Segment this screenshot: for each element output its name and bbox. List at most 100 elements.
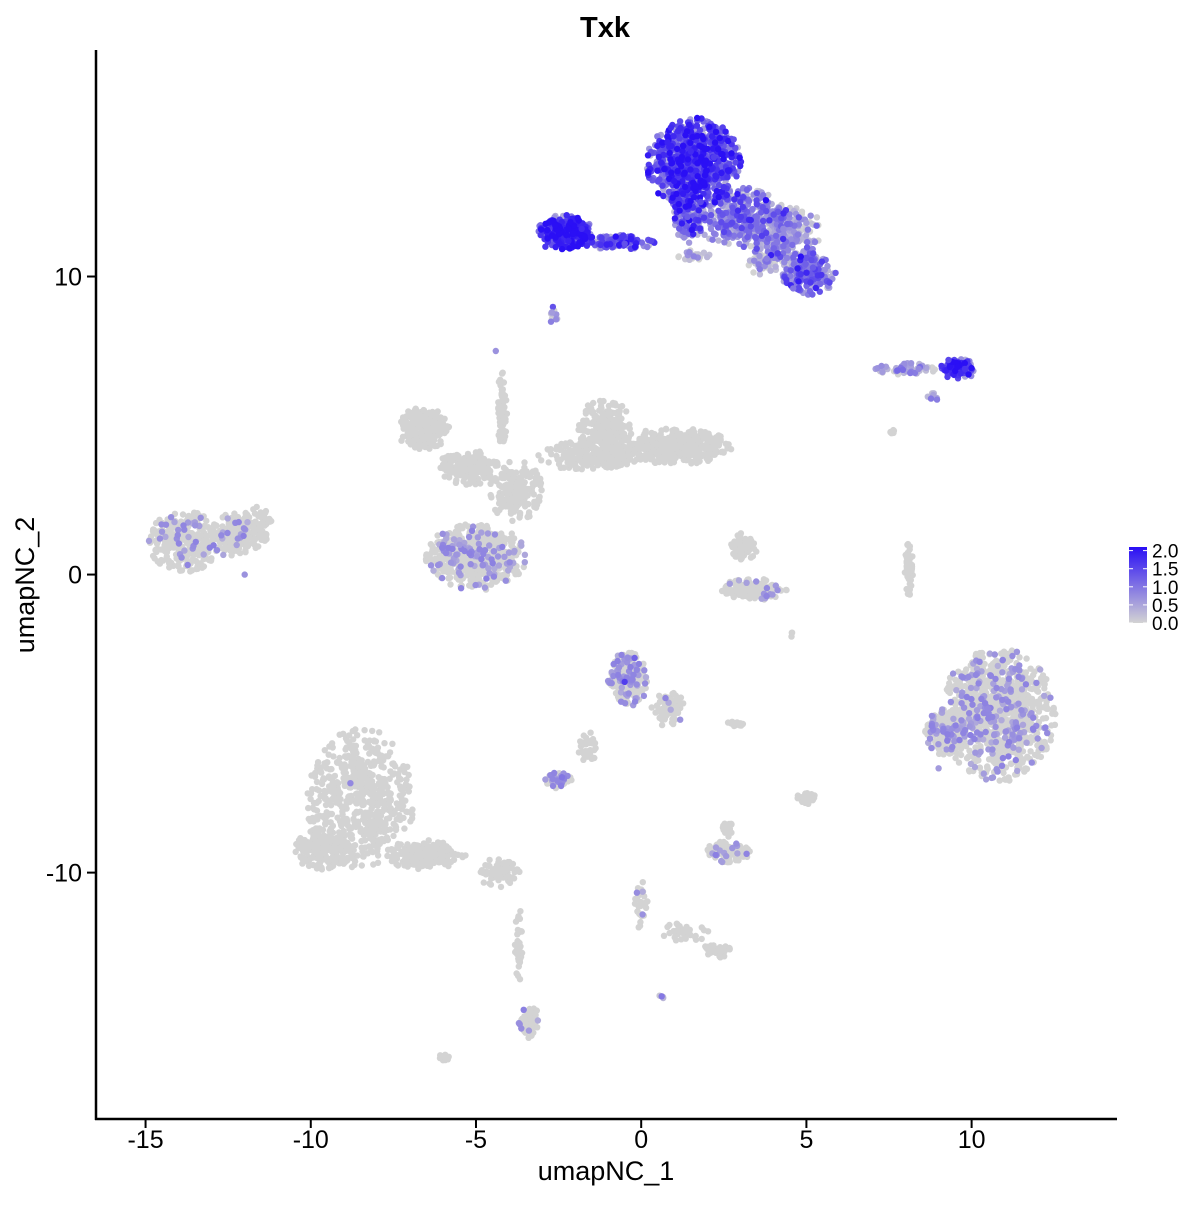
cell-point bbox=[547, 447, 554, 455]
cell-point bbox=[441, 473, 448, 480]
cell-point bbox=[567, 462, 575, 469]
cell-point bbox=[431, 418, 438, 425]
cell-point bbox=[702, 441, 709, 449]
cell-point bbox=[527, 1009, 534, 1016]
cell-point bbox=[583, 460, 591, 467]
cell-point bbox=[429, 543, 436, 550]
cell-point bbox=[512, 571, 519, 578]
cell-point bbox=[210, 528, 218, 535]
cell-point bbox=[452, 466, 459, 473]
cell-point bbox=[347, 762, 354, 769]
cell-point bbox=[380, 782, 388, 789]
cell-point bbox=[993, 669, 1000, 677]
cell-point bbox=[252, 544, 259, 552]
cell-point bbox=[185, 512, 192, 520]
cell-point bbox=[475, 452, 482, 459]
cell-point bbox=[1036, 704, 1043, 712]
cell-point bbox=[530, 491, 537, 498]
cell-point bbox=[460, 478, 467, 485]
cell-point bbox=[498, 530, 505, 537]
cell-point bbox=[262, 507, 270, 515]
cell-point bbox=[251, 536, 258, 543]
cell-point bbox=[263, 531, 270, 538]
cell-point bbox=[152, 519, 160, 527]
cell-point bbox=[586, 441, 593, 448]
cell-point bbox=[367, 782, 375, 790]
cell-point bbox=[353, 800, 360, 807]
cell-point bbox=[480, 472, 487, 479]
cell-point bbox=[315, 854, 323, 862]
cell-point bbox=[516, 494, 523, 501]
cell-point bbox=[429, 852, 436, 859]
cell-point bbox=[533, 470, 541, 478]
cell-point bbox=[438, 854, 446, 862]
cell-point bbox=[943, 686, 951, 693]
cell-point bbox=[520, 491, 528, 498]
cell-point bbox=[487, 491, 494, 499]
cell-point bbox=[1052, 710, 1059, 718]
cell-point bbox=[626, 455, 634, 462]
cell-point bbox=[684, 451, 691, 458]
cell-point bbox=[573, 465, 580, 472]
cell-point bbox=[417, 430, 425, 437]
cell-point bbox=[379, 808, 386, 815]
cell-point bbox=[346, 795, 353, 803]
cell-point bbox=[598, 454, 605, 462]
cell-point bbox=[618, 402, 626, 410]
cell-point bbox=[361, 837, 369, 844]
cell-point bbox=[309, 786, 316, 793]
cell-point bbox=[594, 437, 601, 445]
cell-point bbox=[433, 442, 441, 450]
cell-point bbox=[517, 908, 524, 915]
cell-point bbox=[325, 751, 332, 758]
cell-point bbox=[987, 662, 995, 669]
cell-point bbox=[201, 537, 208, 545]
cell-point bbox=[492, 506, 499, 514]
cell-point bbox=[1006, 777, 1013, 784]
cell-point bbox=[623, 408, 630, 415]
cell-point bbox=[656, 447, 663, 455]
cell-point bbox=[417, 441, 424, 449]
cell-point bbox=[424, 843, 432, 850]
cell-point bbox=[358, 862, 365, 869]
cell-point bbox=[965, 767, 973, 774]
cell-point bbox=[566, 439, 574, 446]
cell-point bbox=[347, 825, 355, 832]
cell-point bbox=[584, 454, 591, 461]
cell-point bbox=[697, 428, 704, 435]
cell-point bbox=[612, 457, 619, 465]
cell-point bbox=[531, 503, 538, 510]
cell-point bbox=[318, 866, 326, 873]
cell-point bbox=[371, 738, 378, 745]
cell-point bbox=[346, 831, 353, 838]
cell-point bbox=[426, 439, 433, 446]
cell-point bbox=[651, 458, 659, 465]
cell-point bbox=[618, 426, 625, 433]
cell-point bbox=[420, 406, 427, 414]
cell-point bbox=[459, 525, 466, 532]
cell-point bbox=[480, 879, 487, 886]
cell-point bbox=[179, 511, 187, 518]
cell-point bbox=[499, 396, 506, 404]
cell-point bbox=[384, 788, 392, 796]
cell-point bbox=[324, 858, 332, 865]
cell-point bbox=[412, 412, 419, 419]
cell-point bbox=[470, 474, 477, 481]
cell-point bbox=[1020, 692, 1027, 699]
cell-point bbox=[658, 442, 665, 450]
cell-point bbox=[351, 810, 358, 818]
cell-point bbox=[963, 666, 970, 673]
cell-point bbox=[402, 857, 409, 864]
cell-point bbox=[385, 752, 392, 760]
cell-point bbox=[355, 762, 362, 769]
cell-point bbox=[730, 593, 737, 601]
cell-point bbox=[305, 815, 312, 823]
cell-point bbox=[660, 437, 668, 444]
cell-point bbox=[309, 861, 317, 869]
cell-point bbox=[414, 842, 421, 849]
cell-point bbox=[611, 421, 618, 428]
cell-point bbox=[313, 840, 320, 847]
cell-point bbox=[386, 815, 393, 822]
cell-point bbox=[661, 459, 668, 466]
cell-point bbox=[727, 587, 734, 594]
